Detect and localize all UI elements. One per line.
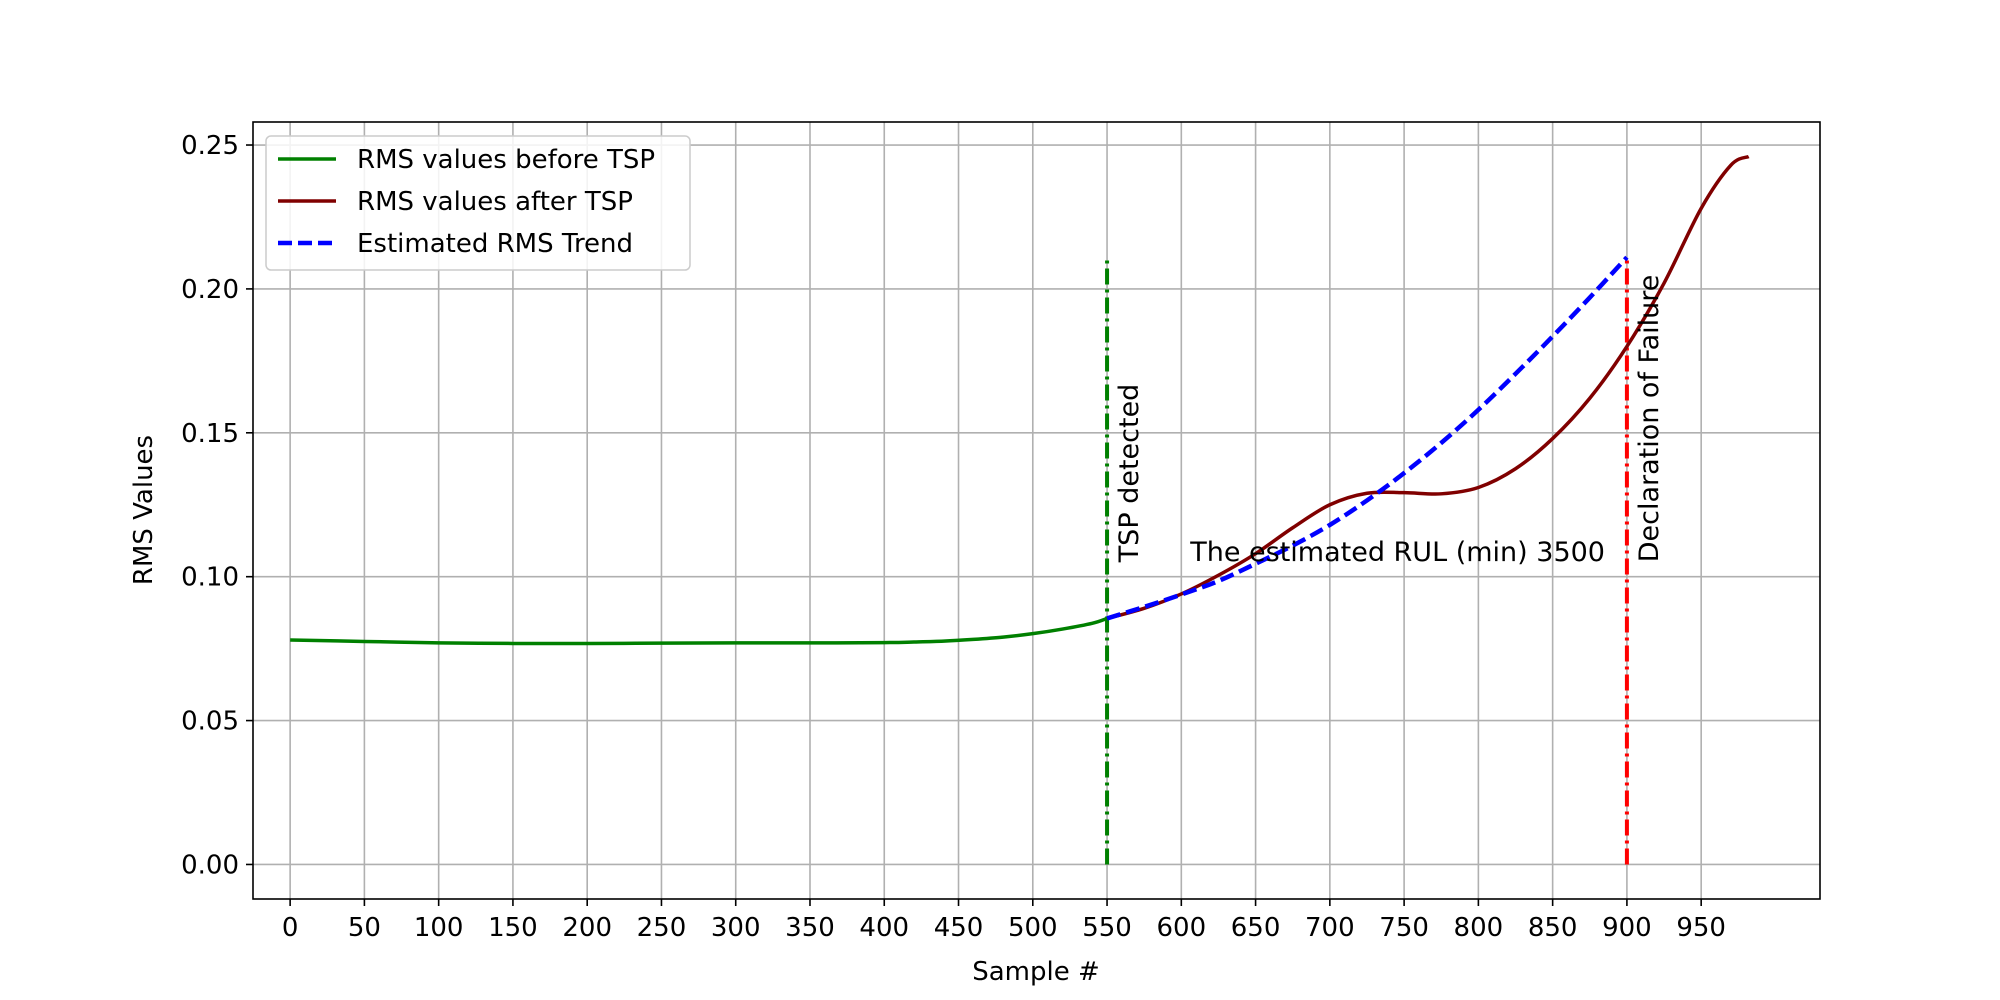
series-lines [290, 154, 1750, 646]
x-tick-label-550: 550 [1082, 913, 1132, 943]
x-tick-label-900: 900 [1602, 913, 1652, 943]
x-tick-label-600: 600 [1156, 913, 1206, 943]
x-tick-label-250: 250 [637, 913, 687, 943]
x-tick-label-850: 850 [1528, 913, 1578, 943]
tsp-detected-annotation: TSP detected [1114, 384, 1145, 564]
y-tick-label-4: 0.20 [181, 275, 239, 305]
series-line-estimated-trend [1106, 255, 1629, 621]
x-tick-label-100: 100 [414, 913, 464, 943]
x-tick-label-400: 400 [859, 913, 909, 943]
x-axis-label: Sample # [972, 957, 1100, 987]
estimated-rul-annotation: The estimated RUL (min) 3500 [1189, 537, 1605, 568]
x-tick-label-0: 0 [282, 913, 299, 943]
y-tick-label-5: 0.25 [181, 131, 239, 161]
declaration-of-failure-annotation: Declaration of Failure [1634, 275, 1665, 563]
series-line-before-tsp [290, 616, 1108, 646]
x-tick-label-800: 800 [1454, 913, 1504, 943]
vertical-markers [1105, 257, 1629, 865]
axis-ticks: 0 50 100 150 200 250 300 350 400 450 500 550 600 650 7… [181, 131, 1726, 943]
x-tick-label-450: 450 [934, 913, 984, 943]
x-tick-label-150: 150 [488, 913, 538, 943]
legend: RMS values before TSP RMS values after T… [265, 135, 691, 271]
y-tick-label-2: 0.10 [181, 563, 239, 593]
plot-frame [252, 121, 1821, 900]
x-tick-label-200: 200 [562, 913, 612, 943]
x-tick-label-750: 750 [1379, 913, 1429, 943]
x-tick-label-300: 300 [711, 913, 761, 943]
x-tick-label-700: 700 [1305, 913, 1355, 943]
legend-label-after-tsp: RMS values after TSP [357, 187, 633, 217]
series-line-after-tsp [1106, 154, 1750, 621]
y-axis-label: RMS Values [129, 435, 159, 585]
x-tick-label-350: 350 [785, 913, 835, 943]
y-tick-label-3: 0.15 [181, 419, 239, 449]
x-tick-label-650: 650 [1231, 913, 1281, 943]
legend-label-estimated-trend: Estimated RMS Trend [357, 229, 633, 259]
y-tick-label-0: 0.00 [181, 850, 239, 880]
y-tick-label-1: 0.05 [181, 707, 239, 737]
legend-box [265, 135, 691, 271]
x-tick-label-950: 950 [1676, 913, 1726, 943]
x-tick-label-500: 500 [1008, 913, 1058, 943]
legend-label-before-tsp: RMS values before TSP [357, 145, 655, 175]
x-tick-label-50: 50 [348, 913, 381, 943]
